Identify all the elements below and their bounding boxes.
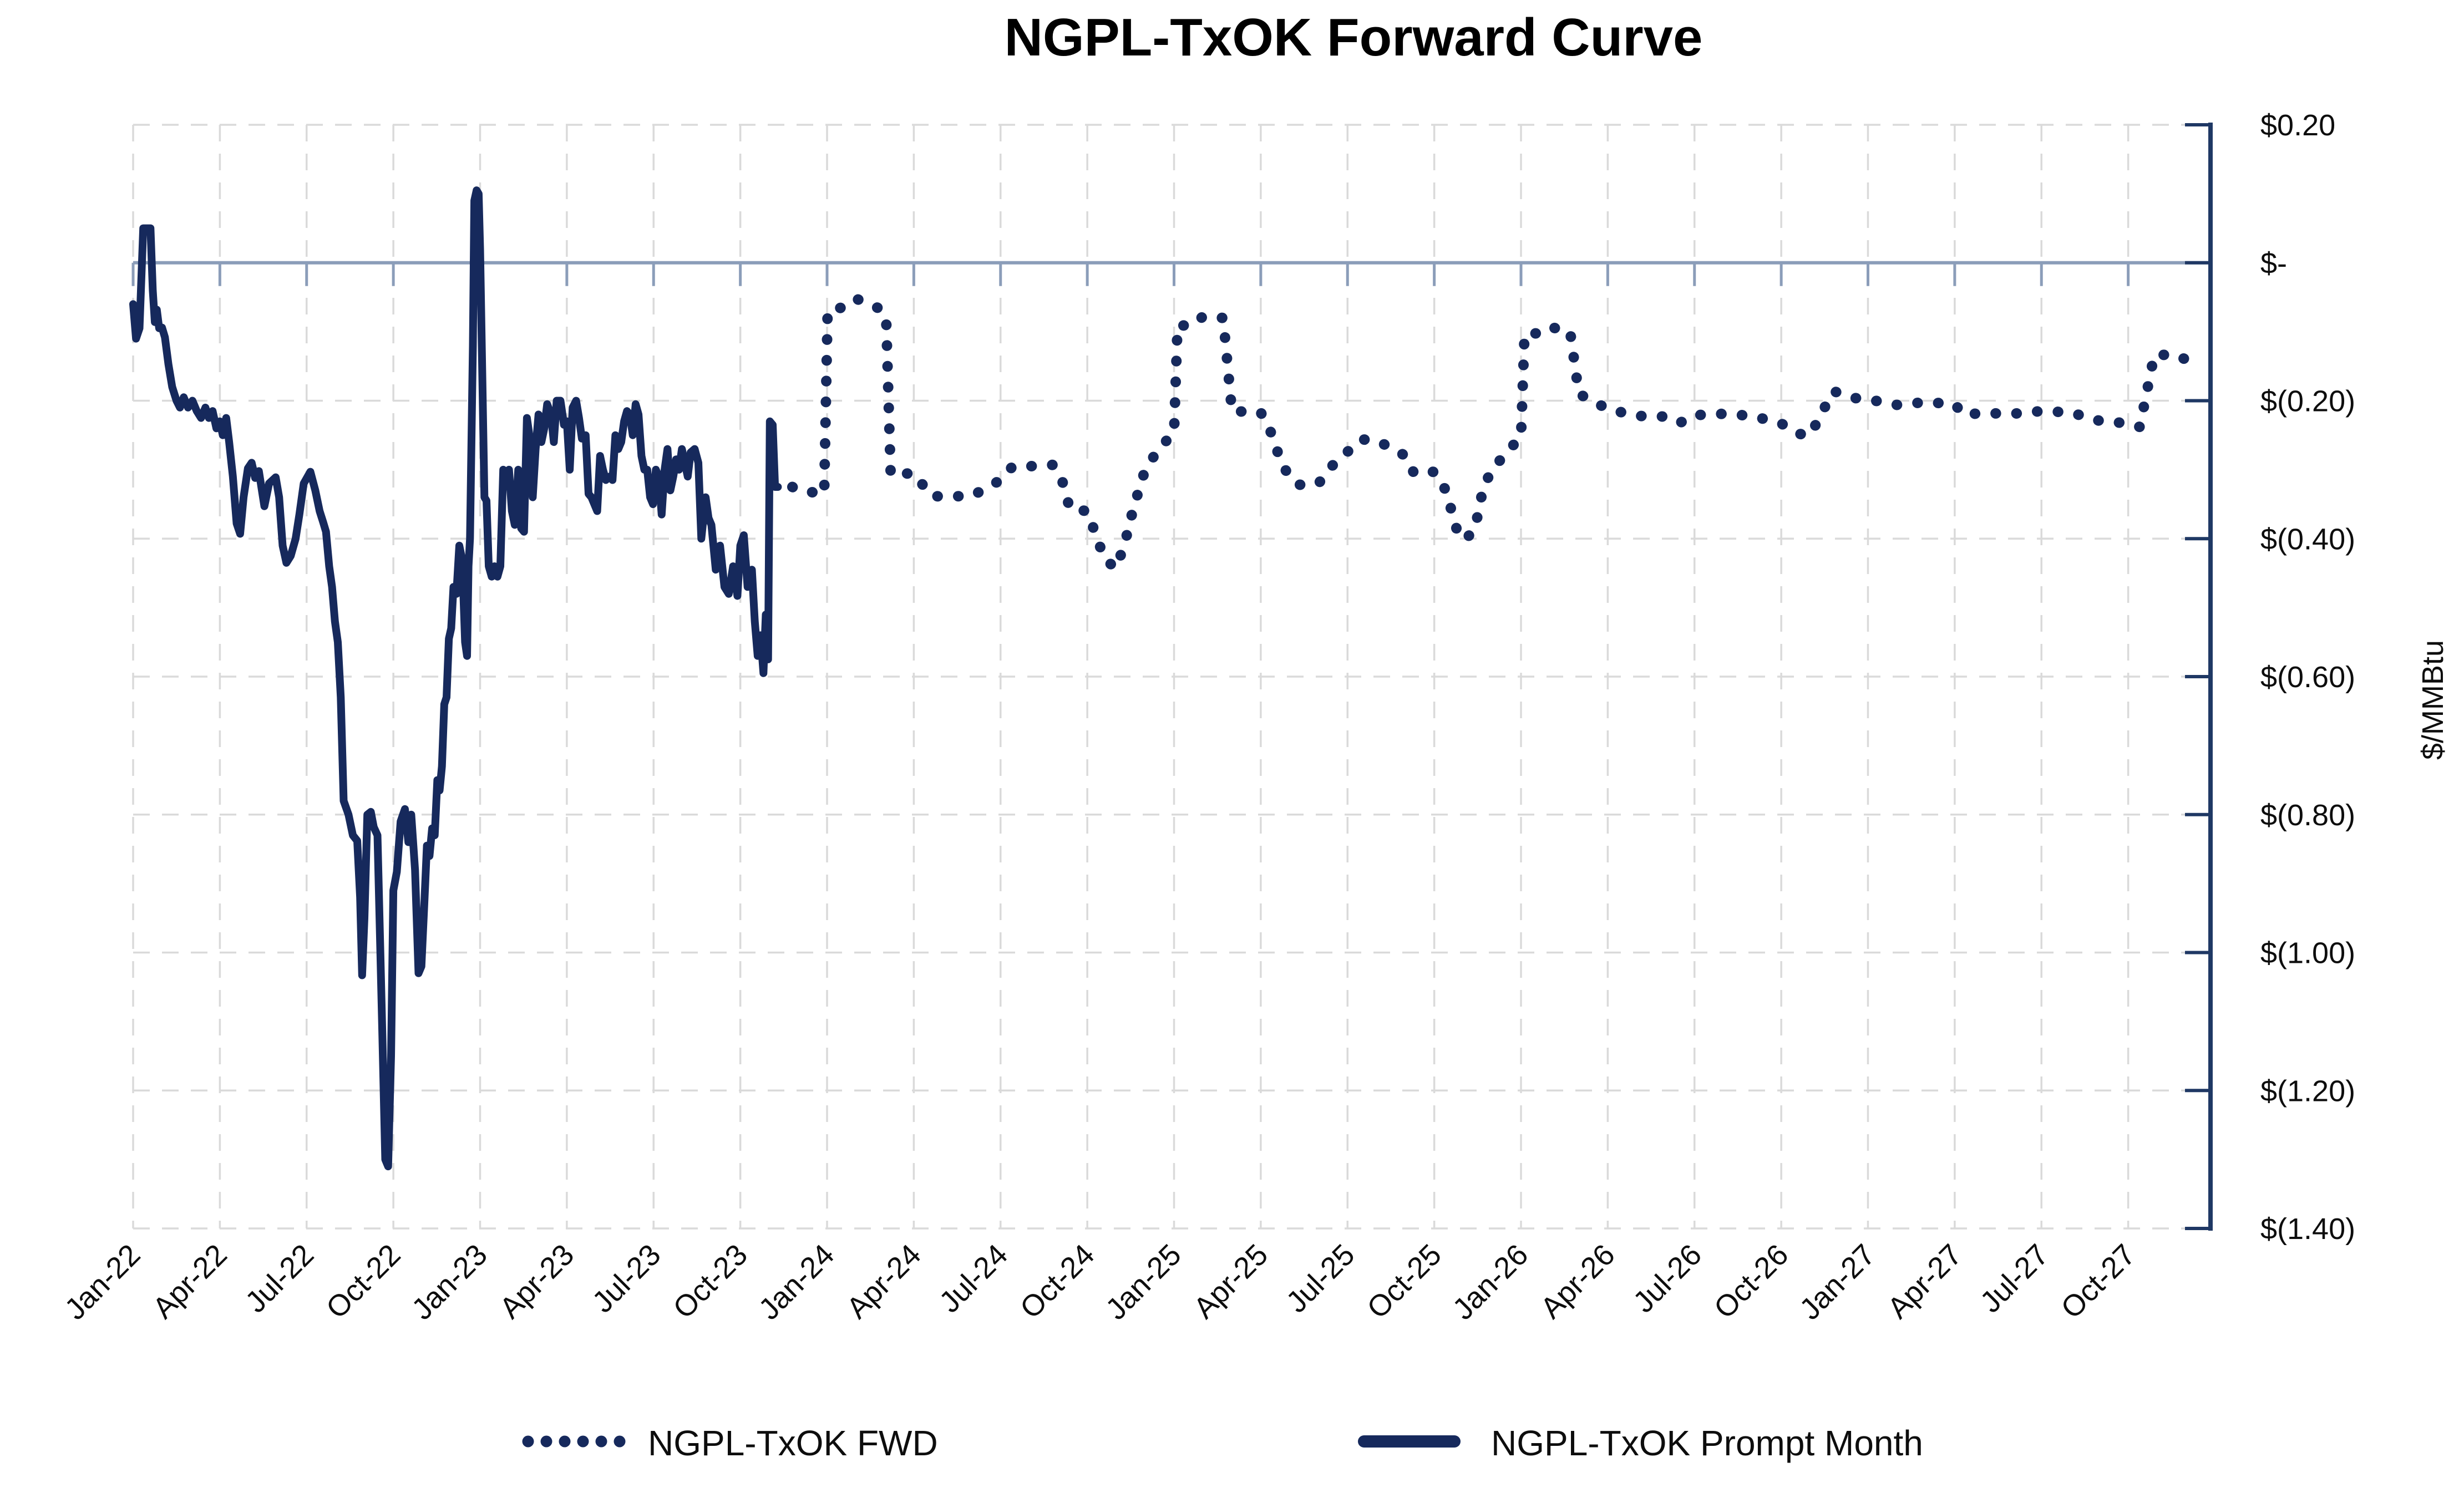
x-tick-label: Jul-25 [1280,1238,1361,1319]
legend-dot [540,1435,552,1448]
x-tick-label: Oct-26 [1708,1238,1795,1325]
y-tick-label: $(0.20) [2260,385,2355,418]
y-tick-labels: $0.20 $- $(0.20) $(0.40) $(0.60) $(0.80) $(1.0… [2260,109,2355,1246]
dotted-line-swatch-icon [522,1435,626,1448]
x-tick-label: Jul-23 [586,1238,667,1319]
x-tick-label: Oct-22 [320,1238,407,1325]
x-tick-label: Oct-24 [1014,1238,1101,1325]
x-tick-label: Jan-25 [1099,1238,1188,1326]
right-axis [2185,123,2213,1231]
zero-axis [131,261,2210,286]
legend-item-prompt: NGPL-TxOK Prompt Month [1358,1423,1923,1463]
x-tick-label: Jan-26 [1446,1238,1534,1326]
x-tick-label: Jul-22 [239,1238,320,1319]
legend-dot [577,1435,589,1448]
x-tick-label: Jan-27 [1793,1238,1882,1326]
x-tick-label: Oct-27 [2055,1238,2142,1325]
x-tick-label: Apr-26 [1534,1238,1621,1325]
legend-dot [614,1435,626,1448]
chart-title: NGPL-TxOK Forward Curve [1005,8,1703,67]
legend: NGPL-TxOK FWD NGPL-TxOK Prompt Month [522,1423,1923,1463]
legend-dot [559,1435,571,1448]
y-tick-label: $(0.60) [2260,661,2355,694]
legend-label-fwd: NGPL-TxOK FWD [648,1423,938,1463]
solid-line-swatch-icon [1358,1435,1461,1448]
x-tick-label: Jul-26 [1627,1238,1708,1319]
x-tick-label: Apr-24 [840,1238,927,1325]
fwd-series-line [787,293,2197,574]
x-tick-label: Apr-27 [1881,1238,1968,1325]
x-tick-label: Apr-22 [146,1238,234,1325]
legend-dot [522,1435,534,1448]
y-tick-label: $(0.80) [2260,799,2355,832]
x-tick-label: Jan-23 [405,1238,494,1326]
legend-dot [595,1435,607,1448]
x-tick-label: Oct-25 [1361,1238,1448,1325]
x-tick-label: Apr-25 [1187,1238,1274,1325]
y-tick-label: $- [2260,247,2287,280]
gridlines [132,124,2210,1230]
x-tick-label: Apr-23 [493,1238,580,1325]
legend-item-fwd: NGPL-TxOK FWD [522,1423,938,1463]
x-tick-label: Jan-22 [58,1238,146,1326]
prompt-month-series-line [129,186,782,1171]
y-tick-label: $0.20 [2260,109,2335,142]
y-tick-label: $(0.40) [2260,522,2355,556]
x-tick-label: Oct-23 [667,1238,754,1325]
y-axis-title: $/MMBtu [2416,640,2450,760]
y-tick-label: $(1.20) [2260,1074,2355,1108]
y-tick-label: $(1.40) [2260,1212,2355,1246]
y-tick-label: $(1.00) [2260,937,2355,970]
x-tick-label: Jul-24 [933,1238,1014,1319]
legend-label-prompt: NGPL-TxOK Prompt Month [1491,1423,1923,1463]
x-tick-label: Jul-27 [1974,1238,2055,1319]
x-tick-label: Jan-24 [752,1238,840,1326]
